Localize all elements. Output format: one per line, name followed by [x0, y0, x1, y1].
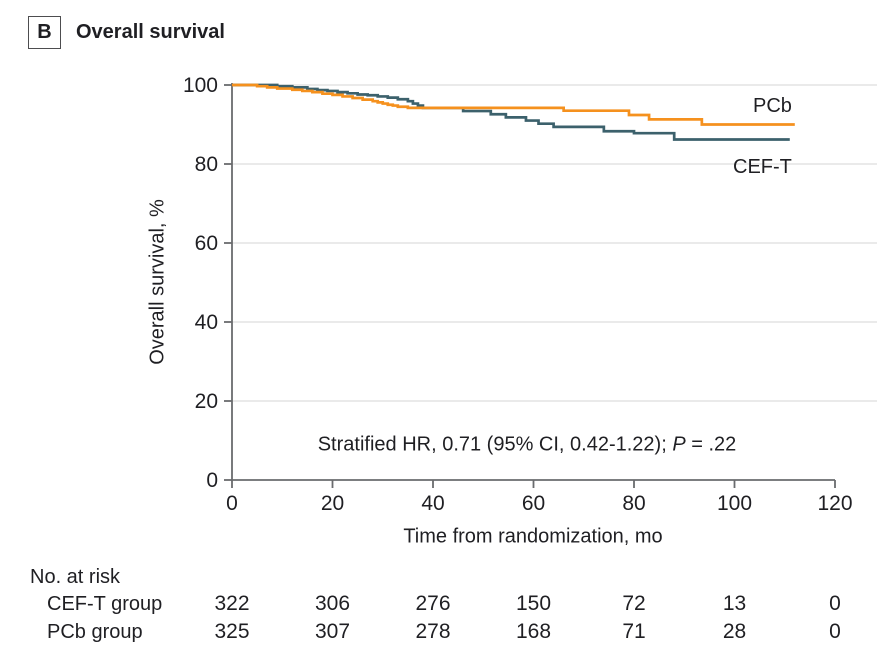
panel-label-box: B	[28, 16, 61, 49]
x-tick-label: 0	[226, 492, 238, 515]
risk-count: 0	[829, 592, 841, 615]
x-tick-label: 100	[717, 492, 752, 515]
risk-count: 278	[415, 620, 450, 643]
risk-count: 307	[315, 620, 350, 643]
risk-row-label-pcb: PCb group	[47, 621, 143, 643]
y-tick-label: 100	[183, 74, 218, 97]
x-tick-label: 60	[522, 492, 545, 515]
risk-count: 322	[214, 592, 249, 615]
p-value: = .22	[685, 433, 737, 456]
risk-count: 150	[516, 592, 551, 615]
curve-label-cef-t: CEF-T	[733, 156, 792, 178]
panel-title: Overall survival	[76, 21, 225, 43]
risk-count: 168	[516, 620, 551, 643]
curve-label-pcb: PCb	[753, 95, 792, 117]
risk-count: 276	[415, 592, 450, 615]
p-label: P	[672, 433, 686, 456]
x-tick-label: 40	[421, 492, 444, 515]
y-tick-label: 40	[195, 311, 218, 334]
risk-count: 325	[214, 620, 249, 643]
panel-label: B	[37, 21, 52, 43]
risk-count: 71	[622, 620, 645, 643]
x-tick-label: 120	[817, 492, 852, 515]
risk-row-label-cef-t: CEF-T group	[47, 593, 163, 615]
y-tick-label: 0	[206, 469, 218, 492]
y-tick-label: 80	[195, 153, 218, 176]
y-tick-label: 60	[195, 232, 218, 255]
y-axis-title: Overall survival, %	[146, 199, 169, 365]
risk-count: 13	[723, 592, 746, 615]
y-tick-label: 20	[195, 390, 218, 413]
survival-curve-pcb	[232, 83, 795, 126]
risk-table-header: No. at risk	[30, 566, 121, 588]
risk-count: 306	[315, 592, 350, 615]
x-tick-label: 80	[622, 492, 645, 515]
hr-annotation: Stratified HR, 0.71 (95% CI, 0.42-1.22);…	[318, 434, 737, 457]
risk-count: 0	[829, 620, 841, 643]
survival-curve-cef-t	[232, 83, 790, 141]
x-tick-label: 20	[321, 492, 344, 515]
risk-count: 28	[723, 620, 746, 643]
hr-annotation-text: Stratified HR, 0.71 (95% CI, 0.42-1.22);	[317, 433, 673, 456]
x-axis-title: Time from randomization, mo	[403, 525, 663, 548]
risk-count: 72	[622, 592, 645, 615]
